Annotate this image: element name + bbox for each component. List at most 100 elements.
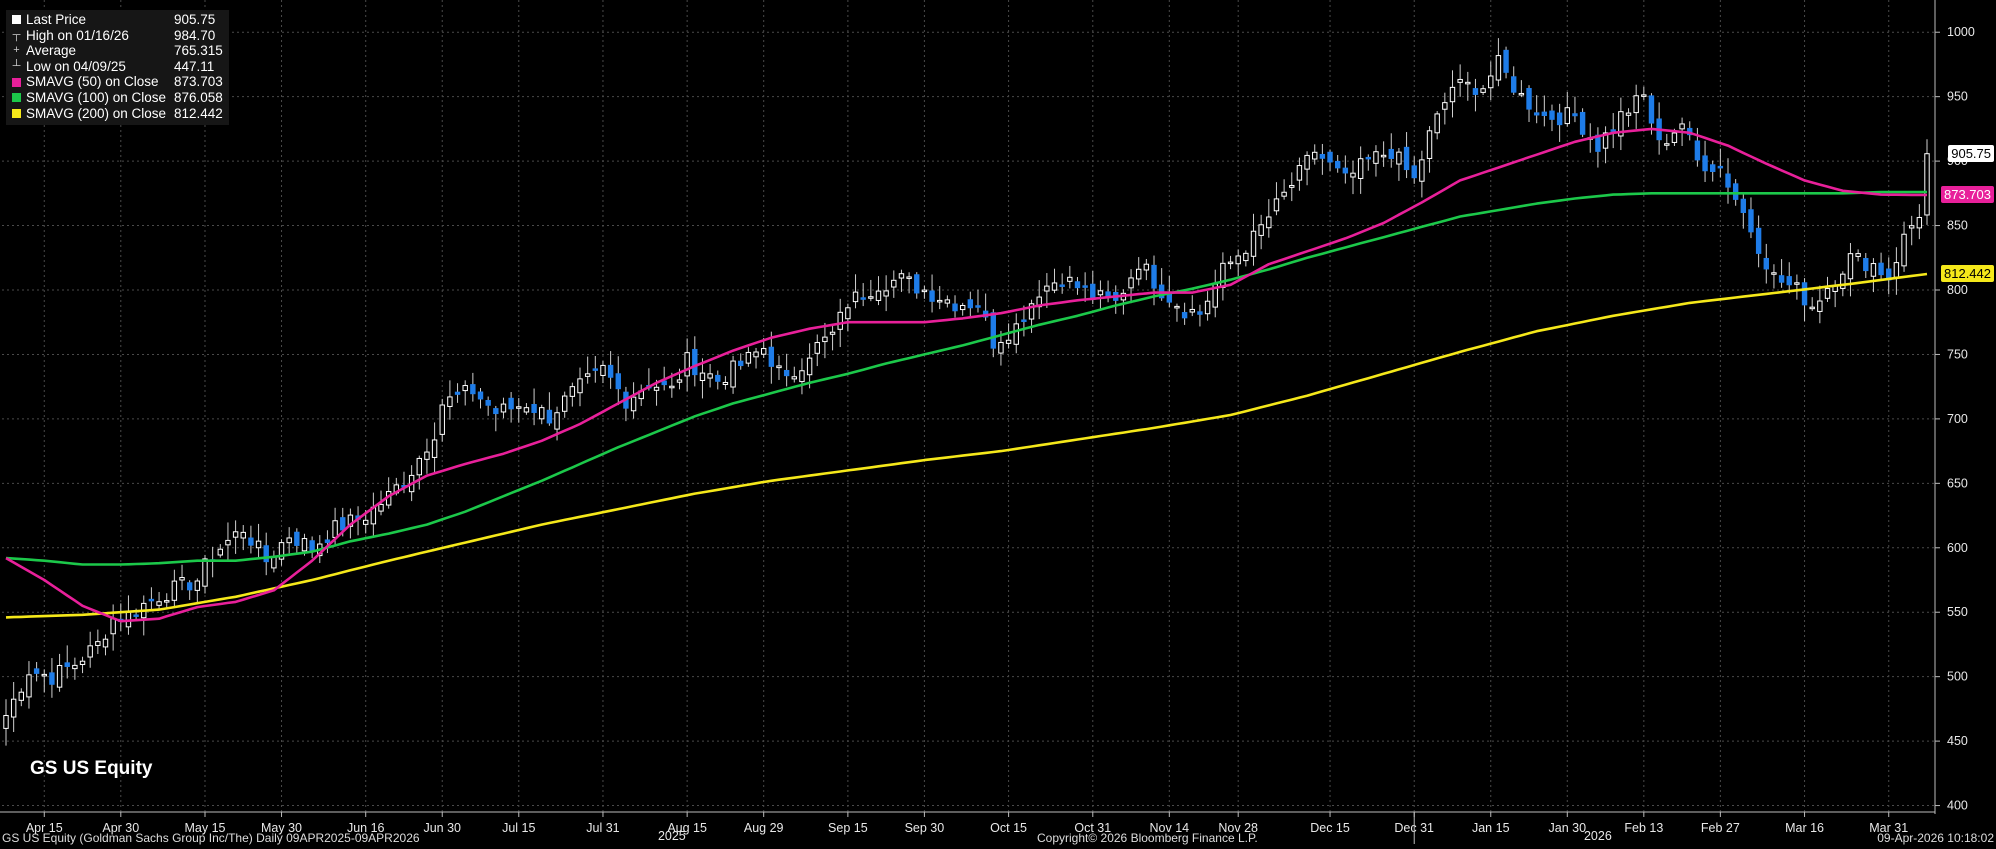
- x-tick-label: Jan 30: [1549, 821, 1587, 835]
- candle-body-down: [1074, 281, 1081, 289]
- candle-body-up: [730, 360, 736, 388]
- candle-body-down: [1786, 276, 1792, 286]
- candle-body-down: [1021, 319, 1027, 323]
- candle-body-up: [225, 539, 231, 546]
- candle-body-down: [1717, 165, 1724, 169]
- x-tick-label: Apr 30: [102, 821, 139, 835]
- candle-body-up: [1664, 143, 1670, 146]
- x-tick-label: Jul 31: [586, 821, 619, 835]
- candle-body-up: [72, 664, 78, 670]
- candle-body-up: [1457, 78, 1463, 83]
- candle-body-up: [676, 379, 683, 383]
- candle-body-up: [1602, 132, 1609, 149]
- candle-body-up: [10, 698, 17, 718]
- candle-body-up: [1235, 255, 1241, 265]
- candle-body-down: [340, 517, 346, 531]
- footer-description: GS US Equity (Goldman Sachs Group Inc/Th…: [2, 831, 420, 845]
- x-tick-label: Dec 15: [1310, 821, 1350, 835]
- y-tick-label: 700: [1947, 412, 1968, 426]
- candle-body-up: [1633, 95, 1639, 114]
- candle-body-up: [1258, 224, 1264, 236]
- candle-body-up: [1840, 273, 1846, 289]
- candle-body-up: [516, 406, 522, 409]
- candle-body-up: [753, 351, 759, 358]
- legend-value: 812.442: [174, 105, 223, 121]
- candle-body-up: [791, 376, 797, 380]
- x-tick-label: Mar 16: [1785, 821, 1824, 835]
- candle-body-up: [462, 385, 468, 392]
- candle-body-up: [829, 331, 836, 335]
- candle-body-up: [1227, 261, 1234, 265]
- candle-body-up: [87, 645, 93, 658]
- candle-body-up: [95, 641, 101, 646]
- candle-body-up: [1266, 216, 1272, 229]
- candle-body-up: [1442, 102, 1448, 110]
- candle-body-up: [822, 336, 828, 343]
- legend-row-average: + Average 765.315: [10, 43, 223, 59]
- sma200-line: [5, 272, 1928, 619]
- candle-body-up: [584, 373, 591, 377]
- candle-body-up: [164, 600, 170, 603]
- candle-body-down: [1732, 183, 1739, 200]
- candle-body-down: [1059, 284, 1065, 287]
- low-marker-icon: ┴: [12, 59, 21, 72]
- candle-body-up: [707, 373, 713, 379]
- candle-body-up: [1189, 308, 1195, 313]
- candle-body-up: [569, 386, 576, 397]
- candle-body-up: [600, 364, 606, 376]
- candle-body-down: [929, 290, 935, 302]
- candle-body-down: [1151, 264, 1157, 289]
- last-price-swatch: [12, 15, 21, 25]
- candle-body-down: [967, 299, 974, 309]
- candle-body-up: [1051, 282, 1058, 291]
- candle-body-up: [110, 618, 116, 635]
- legend-label: SMAVG (200) on Close: [26, 105, 167, 121]
- y-tick-label: 950: [1947, 90, 1968, 104]
- y-tick-label: 650: [1947, 476, 1968, 490]
- candle-body-up: [1679, 123, 1685, 130]
- candle-body-up: [125, 611, 132, 628]
- candle-body-up: [806, 357, 813, 376]
- candle-body-down: [1526, 87, 1532, 110]
- candle-body-down: [186, 582, 193, 591]
- legend-label: Low on 04/09/25: [26, 58, 126, 74]
- candle-body-up: [1449, 86, 1456, 103]
- candle-body-down: [1090, 283, 1096, 300]
- candle-body-up: [1618, 111, 1624, 137]
- candle-body-up: [1273, 198, 1280, 212]
- candle-body-down: [1388, 148, 1394, 159]
- candle-body-up: [906, 276, 912, 279]
- legend-label: SMAVG (100) on Close: [26, 89, 167, 105]
- sma50-price-tag: 873.703: [1941, 186, 1994, 203]
- candle-body-up: [1625, 112, 1632, 116]
- candle-body-up: [722, 381, 729, 385]
- candle-body-up: [363, 519, 369, 525]
- candle-body-up: [447, 396, 453, 407]
- y-tick-label: 550: [1947, 605, 1968, 619]
- candle-body-up: [1143, 263, 1150, 271]
- candle-body-down: [1533, 112, 1540, 116]
- candle-body-up: [845, 307, 851, 320]
- candle-body-down: [1694, 140, 1701, 161]
- footer-copyright: Copyright© 2026 Bloomberg Finance L.P.: [1037, 831, 1258, 845]
- candle-body-down: [1725, 173, 1731, 188]
- candle-body-up: [1396, 151, 1402, 165]
- candle-body-down: [1511, 76, 1517, 93]
- candle-body-up: [883, 290, 889, 297]
- candle-body-up: [944, 299, 951, 304]
- x-tick-label: Sep 15: [828, 821, 868, 835]
- candle-body-up: [1809, 306, 1815, 310]
- candle-body-up: [1824, 288, 1831, 299]
- x-tick-label: Aug 29: [744, 821, 784, 835]
- candle-body-down: [783, 369, 790, 377]
- candle-body-down: [248, 537, 254, 546]
- candle-body-up: [875, 290, 882, 301]
- candle-body-up: [1281, 191, 1287, 197]
- sma200-swatch: [12, 108, 21, 118]
- candle-body-up: [539, 407, 545, 420]
- candle-body-up: [41, 673, 47, 677]
- candle-body-up: [171, 580, 178, 601]
- candle-body-down: [661, 380, 667, 386]
- candle-body-down: [1878, 262, 1884, 276]
- candle-body-up: [1350, 172, 1356, 178]
